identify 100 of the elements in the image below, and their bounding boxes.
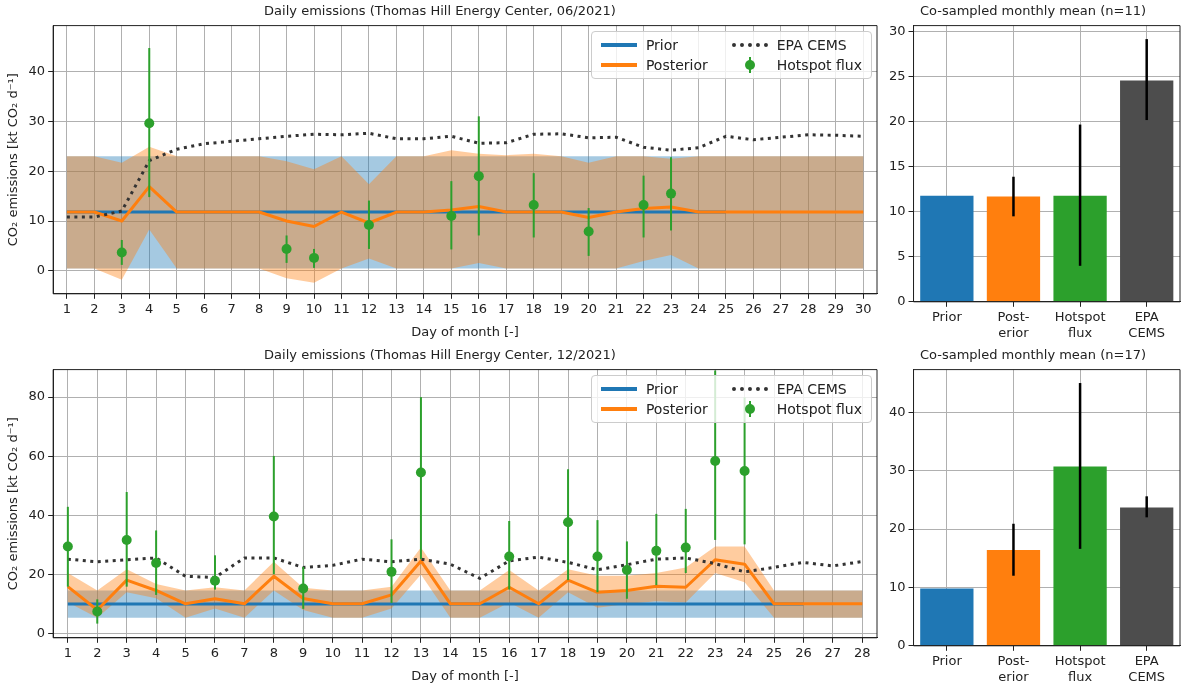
point: [680, 542, 691, 553]
y-tick-label: 25: [889, 68, 906, 84]
x-tick-label: 2: [90, 300, 99, 316]
x-tick-label: 5: [181, 644, 190, 660]
x-axis-title: Day of month [-]: [411, 667, 519, 683]
y-tick-label: 15: [889, 158, 906, 174]
y-tick-label: 30: [889, 23, 906, 39]
bar: [920, 588, 974, 646]
x-tick-label: 16: [470, 300, 488, 316]
y-tick-label: 20: [889, 113, 906, 129]
y-tick-label: 10: [889, 578, 906, 594]
x-tick-label: 1: [63, 644, 72, 660]
legend-label: Hotspot flux: [776, 56, 862, 73]
y-tick-label: 0: [897, 293, 906, 309]
x-tick-label: 22: [635, 300, 652, 316]
x-tick-label: 5: [172, 300, 181, 316]
legend-label: Posterior: [645, 400, 708, 417]
x-tick-label: 24: [736, 644, 753, 660]
y-tick-label: 40: [28, 62, 46, 78]
x-tick-label: 4: [151, 644, 161, 660]
bar: [1053, 195, 1107, 302]
point: [473, 171, 484, 182]
x-tick-label: 9: [282, 300, 291, 316]
x-tick-label: 25: [765, 644, 783, 660]
point: [446, 211, 457, 222]
x-tick-label: 3: [117, 300, 126, 316]
point: [563, 517, 574, 528]
point: [739, 466, 750, 477]
x-tick-label: 11: [353, 644, 371, 660]
bar: [1120, 507, 1174, 646]
y-tick-label: 30: [28, 112, 46, 128]
x-tick-label: 12: [360, 300, 378, 316]
chart-title: Co-sampled monthly mean (n=11): [919, 3, 1147, 19]
bar: [920, 195, 974, 302]
x-tick-label: Hotspot flux: [1054, 652, 1106, 684]
bar: [1053, 466, 1107, 646]
y-axis-title: CO₂ emissions [kt CO₂ d⁻¹]: [5, 417, 21, 591]
x-tick-label: 24: [690, 300, 707, 316]
x-tick-label: 19: [552, 300, 570, 316]
chart-title: Daily emissions (Thomas Hill Energy Center, 06/2021): [264, 3, 616, 19]
x-tick-label: 6: [210, 644, 220, 660]
y-tick-label: 80: [28, 388, 46, 404]
bar: [986, 196, 1041, 302]
x-tick-label: 15: [471, 644, 489, 660]
x-tick-label: 28: [854, 644, 871, 660]
y-tick-label: 40: [889, 403, 906, 419]
x-axis-title: Day of month [-]: [411, 323, 519, 339]
x-tick-label: 19: [589, 644, 606, 660]
x-tick-label: 2: [93, 644, 102, 660]
chart-title: Daily emissions (Thomas Hill Energy Center, 12/2021): [264, 347, 616, 363]
x-tick-label: 7: [240, 644, 249, 660]
x-tick-label: 18: [559, 644, 577, 660]
x-tick-label: 8: [254, 300, 264, 316]
x-tick-label: 10: [305, 300, 323, 316]
y-tick-label: 20: [889, 520, 906, 536]
point: [638, 200, 649, 211]
x-tick-label: 20: [580, 300, 597, 316]
y-tick-label: 10: [28, 212, 46, 228]
chart-title: Co-sampled monthly mean (n=17): [919, 347, 1147, 363]
point: [116, 247, 127, 258]
legend-label: EPA CEMS: [776, 36, 847, 53]
x-tick-label: 14: [442, 644, 459, 660]
point: [281, 243, 292, 254]
x-tick-label: 3: [122, 644, 131, 660]
y-tick-label: 40: [28, 506, 46, 522]
x-tick-label: 1: [62, 300, 72, 316]
y-tick-label: 60: [28, 447, 46, 463]
x-tick-label: 7: [227, 300, 236, 316]
x-tick-label: EPA CEMS: [1128, 308, 1166, 340]
x-tick-label: EPA CEMS: [1128, 652, 1166, 684]
x-tick-label: 6: [200, 300, 209, 316]
point: [209, 575, 220, 586]
point: [710, 455, 721, 466]
legend-label: Hotspot flux: [776, 400, 862, 417]
x-tick-label: 17: [530, 644, 547, 660]
x-tick-label: 9: [299, 644, 308, 660]
y-tick-label: 0: [897, 637, 906, 653]
x-tick-label: 10: [324, 644, 341, 660]
x-tick-label: 26: [745, 300, 762, 316]
x-tick-label: 30: [855, 300, 872, 316]
y-axis-title: CO₂ emissions [kt CO₂ d⁻¹]: [5, 73, 21, 247]
bar: [1120, 80, 1174, 302]
x-tick-label: 17: [497, 300, 515, 316]
x-tick-label: 12: [383, 644, 400, 660]
y-tick-label: 20: [28, 565, 46, 581]
point: [121, 534, 132, 545]
x-tick-label: 23: [662, 300, 680, 316]
x-tick-label: 14: [415, 300, 433, 316]
y-tick-label: 20: [28, 162, 46, 178]
point: [62, 541, 73, 552]
x-tick-label: Prior: [931, 652, 963, 668]
x-tick-label: 25: [717, 300, 735, 316]
legend-label: Prior: [645, 380, 679, 397]
x-tick-label: 11: [333, 300, 350, 316]
x-tick-label: 13: [388, 300, 405, 316]
x-tick-label: Post- erior: [997, 652, 1030, 684]
x-tick-label: 4: [145, 300, 154, 316]
x-tick-label: 13: [412, 644, 430, 660]
x-tick-label: 28: [800, 300, 817, 316]
x-tick-label: 16: [500, 644, 518, 660]
